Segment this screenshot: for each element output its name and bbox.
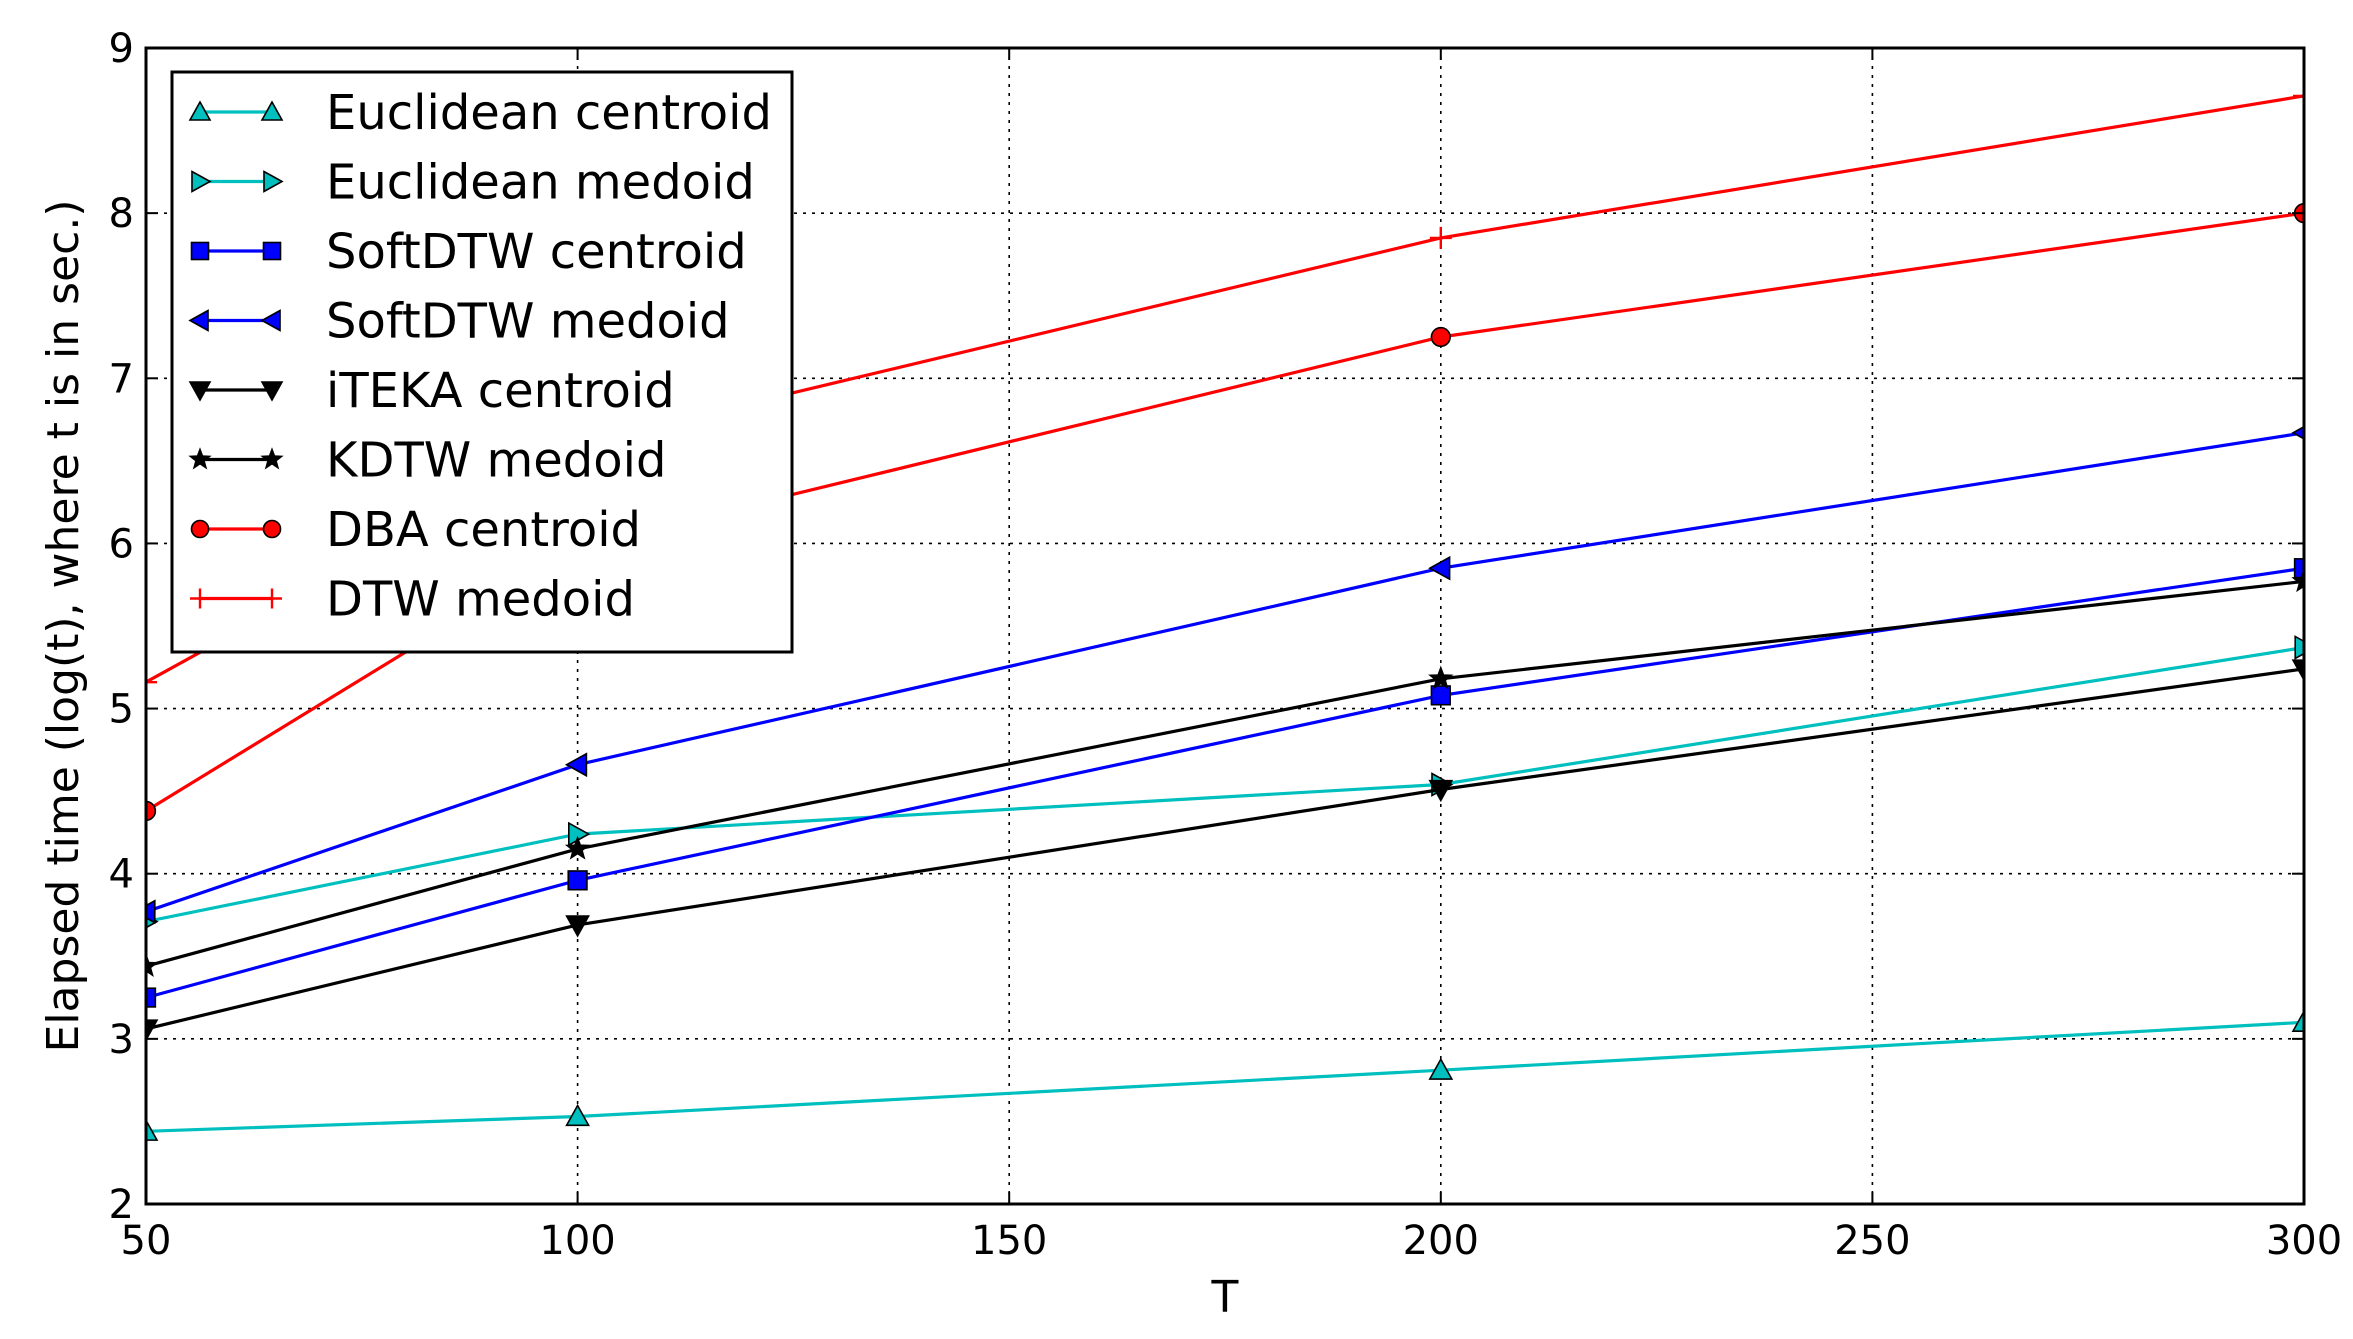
triangle-left-marker	[146, 899, 156, 925]
square-marker	[146, 987, 157, 1008]
legend-label: SoftDTW medoid	[326, 294, 730, 350]
triangle-right-marker	[2294, 635, 2304, 660]
x-tick-label: 50	[121, 1218, 172, 1264]
x-tick-label: 300	[2266, 1218, 2342, 1264]
triangle-down-marker	[188, 381, 212, 402]
x-axis-title: T	[1211, 1272, 1239, 1323]
circle-marker	[190, 519, 210, 539]
series-line	[146, 566, 2304, 1000]
legend-entry: Euclidean medoid	[191, 155, 755, 211]
plus-marker	[1429, 226, 1452, 249]
legend-label: KDTW medoid	[326, 433, 666, 489]
triangle-left-marker	[1428, 555, 1451, 581]
y-tick-label: 3	[109, 1017, 134, 1063]
legend-entry: DBA centroid	[190, 502, 641, 558]
y-tick-label: 7	[109, 356, 134, 402]
legend-label: iTEKA centroid	[326, 363, 675, 419]
star-marker	[146, 952, 159, 977]
triangle-right-marker	[263, 170, 284, 193]
circle-marker	[146, 800, 157, 822]
series-iteka-centroid	[146, 659, 2304, 1042]
y-tick-label: 9	[109, 26, 134, 72]
legend: Euclidean centroid Euclidean medoid SoftDT…	[170, 70, 794, 654]
triangle-up-marker	[1428, 1057, 1454, 1080]
series-line	[146, 1020, 2304, 1133]
series-softdtw-centroid	[146, 558, 2304, 1008]
legend-box	[170, 70, 794, 654]
series-lines	[146, 84, 2304, 1141]
triangle-up-marker	[260, 100, 284, 121]
axis-ticks: 50 100 150 200 250 300 2 3 4 5 6 7 8 9	[109, 26, 2343, 1264]
y-tick-label: 5	[109, 687, 134, 733]
legend-entry: SoftDTW centroid	[190, 224, 747, 280]
triangle-left-marker	[260, 309, 281, 332]
plus-marker	[190, 588, 210, 609]
star-marker	[260, 447, 284, 470]
triangle-down-marker	[260, 381, 284, 402]
legend-label: SoftDTW centroid	[326, 224, 747, 280]
star-marker	[564, 835, 591, 860]
square-marker	[1430, 685, 1451, 706]
x-tick-label: 250	[1834, 1218, 1910, 1264]
triangle-down-marker	[1428, 779, 1454, 803]
triangle-left-marker	[188, 309, 209, 332]
series-kdtw-medoid	[146, 568, 2304, 977]
legend-label: Euclidean medoid	[326, 155, 755, 211]
square-marker	[567, 870, 588, 891]
series-euclidean-medoid	[146, 635, 2304, 929]
triangle-up-marker	[2291, 1009, 2304, 1032]
legend-entry: DTW medoid	[190, 572, 635, 628]
square-marker	[190, 241, 210, 261]
series-line	[146, 667, 2304, 1031]
legend-entry: SoftDTW medoid	[188, 294, 730, 350]
triangle-up-marker	[188, 100, 212, 121]
series-line	[146, 431, 2304, 914]
triangle-left-marker	[564, 752, 588, 778]
triangle-down-marker	[565, 915, 590, 938]
series-euclidean-centroid	[146, 1009, 2304, 1141]
legend-entry: Euclidean centroid	[188, 85, 772, 141]
y-tick-label: 4	[109, 852, 134, 898]
legend-label: DTW medoid	[326, 572, 635, 628]
triangle-up-marker	[146, 1118, 159, 1141]
y-tick-label: 6	[109, 521, 134, 567]
star-marker	[188, 447, 212, 470]
triangle-up-marker	[565, 1103, 590, 1127]
y-axis-title: Elapsed time (log(t), where t is in sec.…	[38, 200, 89, 1053]
legend-label: DBA centroid	[326, 502, 641, 558]
y-tick-label: 8	[109, 191, 134, 237]
circle-marker	[262, 519, 282, 539]
series-line	[146, 579, 2304, 968]
legend-entry: KDTW medoid	[188, 433, 666, 489]
star-marker	[1428, 665, 1454, 690]
x-tick-label: 150	[971, 1218, 1047, 1264]
x-tick-label: 200	[1403, 1218, 1479, 1264]
y-tick-label: 2	[109, 1182, 134, 1228]
triangle-down-marker	[146, 1019, 159, 1042]
triangle-right-marker	[191, 170, 212, 193]
plot-frame	[144, 46, 2306, 1206]
legend-entry: iTEKA centroid	[188, 363, 675, 419]
series-line	[146, 645, 2304, 924]
square-marker	[262, 241, 282, 261]
plus-marker	[146, 671, 157, 694]
plus-marker	[262, 588, 282, 609]
triangle-down-marker	[2291, 659, 2304, 682]
series-softdtw-medoid	[146, 425, 2304, 925]
plus-marker	[2293, 84, 2304, 107]
circle-marker	[1430, 326, 1451, 348]
x-tick-label: 100	[539, 1218, 615, 1264]
star-marker	[2291, 568, 2304, 593]
legend-label: Euclidean centroid	[326, 85, 772, 141]
series-line	[146, 211, 2304, 813]
